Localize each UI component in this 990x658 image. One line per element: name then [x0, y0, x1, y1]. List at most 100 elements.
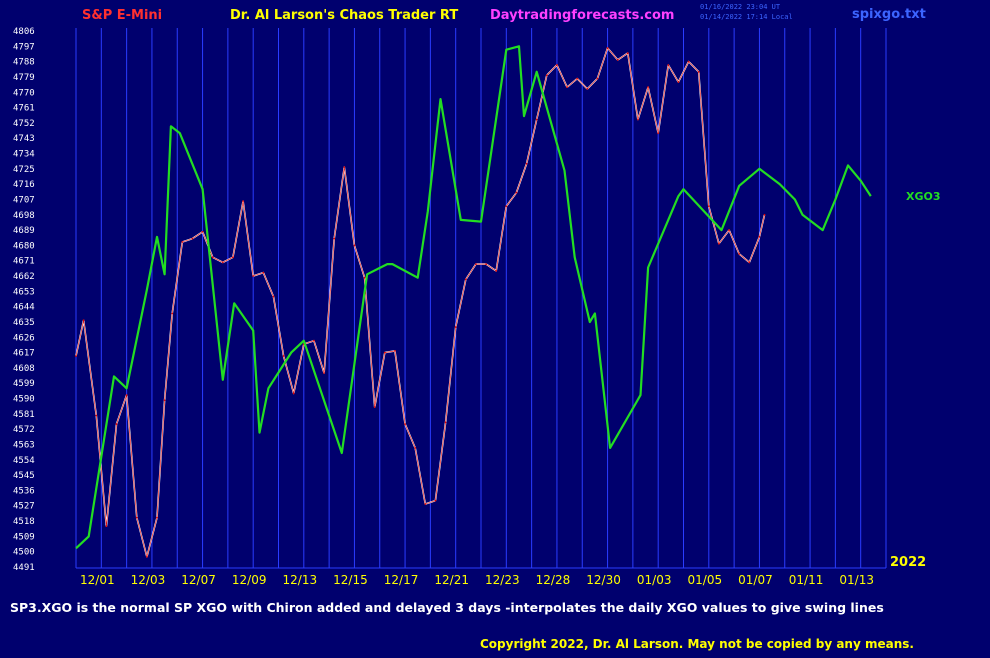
price-point [171, 312, 174, 315]
y-tick-label: 4581 [13, 410, 35, 420]
price-point [414, 446, 417, 449]
price-point [201, 230, 204, 233]
price-line-accent [75, 47, 765, 558]
price-point [262, 271, 265, 274]
y-tick-label: 4806 [13, 27, 35, 37]
price-point [454, 326, 457, 328]
x-tick-label: 12/30 [586, 573, 621, 587]
price-point [282, 355, 285, 357]
price-point [434, 499, 437, 502]
x-tick-label: 12/01 [80, 573, 115, 587]
price-point [495, 270, 498, 272]
x-tick-label: 12/17 [384, 573, 419, 587]
y-tick-label: 4617 [13, 349, 35, 359]
x-tick-label: 01/07 [738, 573, 773, 587]
price-point [626, 52, 629, 55]
price-point [697, 70, 700, 73]
price-point [343, 166, 346, 169]
price-point [272, 295, 275, 298]
y-tick-label: 4779 [13, 73, 35, 83]
price-point [323, 372, 325, 374]
price-point [763, 213, 766, 216]
price-point [383, 351, 386, 354]
y-tick-label: 4734 [13, 150, 35, 160]
y-tick-label: 4554 [13, 456, 35, 466]
price-point [95, 414, 98, 417]
y-tick-label: 4518 [13, 517, 35, 527]
price-point [211, 256, 214, 259]
x-tick-label: 12/23 [485, 573, 520, 587]
price-point [667, 64, 670, 66]
price-point [748, 261, 751, 264]
x-tick-label: 12/21 [434, 573, 469, 587]
price-point [515, 191, 518, 194]
price-point [105, 525, 108, 528]
x-tick-label: 12/15 [333, 573, 368, 587]
y-tick-label: 4752 [13, 119, 35, 129]
price-point [464, 278, 467, 281]
y-tick-label: 4590 [13, 395, 35, 405]
footer-description: SP3.XGO is the normal SP XGO with Chiron… [10, 600, 884, 615]
price-point [687, 60, 690, 63]
price-point [545, 74, 548, 77]
timestamp-ut: 01/16/2022 23:04 UT [700, 3, 781, 11]
price-point [353, 244, 356, 247]
price-point [404, 423, 406, 425]
x-axis: 12/01 12/03 12/07 12/09 12/13 12/15 12/17 12/21… [80, 573, 874, 587]
price-point [505, 205, 508, 208]
price-point [242, 200, 244, 203]
y-tick-label: 4788 [13, 58, 35, 68]
price-point [475, 263, 477, 266]
timestamp-local: 01/14/2022 17:14 Local [700, 13, 793, 21]
y-tick-label: 4743 [13, 134, 35, 144]
price-point [586, 87, 589, 90]
y-tick-label: 4500 [13, 548, 35, 558]
price-point [596, 77, 599, 80]
y-tick-label: 4689 [13, 226, 35, 236]
price-point [156, 516, 158, 519]
series-layer [75, 45, 872, 558]
y-tick-label: 4563 [13, 440, 35, 450]
y-tick-label: 4635 [13, 318, 35, 328]
price-point [145, 555, 148, 558]
y-tick-label: 4545 [13, 471, 35, 481]
x-tick-label: 01/03 [637, 573, 672, 587]
price-point [657, 132, 660, 134]
filename-label: spixgo.txt [852, 7, 926, 22]
price-point [135, 516, 138, 519]
x-tick-label: 01/13 [839, 573, 874, 587]
price-point [707, 205, 710, 208]
year-label: 2022 [890, 555, 926, 570]
price-point [373, 406, 376, 408]
price-point [576, 77, 579, 80]
x-tick-label: 12/07 [181, 573, 216, 587]
symbol-title: S&P E-Mini [82, 8, 162, 23]
x-tick-label: 01/11 [789, 573, 824, 587]
price-point [637, 118, 639, 121]
y-tick-label: 4626 [13, 333, 35, 343]
y-tick-label: 4761 [13, 104, 35, 114]
price-point [525, 162, 528, 165]
price-point [485, 263, 487, 266]
price-point [616, 59, 619, 61]
price-point [125, 394, 128, 397]
xgo3-line [75, 45, 872, 550]
y-tick-label: 4644 [13, 303, 35, 313]
y-axis: 4806 4797 4788 4779 4770 4761 4752 4743 4734 4725… [13, 27, 35, 573]
price-point [566, 86, 568, 89]
y-tick-label: 4653 [13, 287, 35, 297]
website-link[interactable]: Daytradingforecasts.com [490, 8, 674, 23]
y-tick-label: 4572 [13, 425, 35, 435]
y-tick-label: 4680 [13, 241, 35, 251]
y-tick-label: 4725 [13, 165, 35, 175]
price-point [333, 237, 336, 240]
price-point [363, 276, 366, 279]
price-point [82, 319, 85, 322]
price-point [728, 229, 730, 231]
price-point [556, 64, 558, 66]
price-point [191, 237, 194, 240]
y-tick-label: 4671 [13, 257, 35, 267]
x-tick-label: 12/09 [232, 573, 267, 587]
series-label-xgo3: XGO3 [906, 190, 941, 203]
y-tick-label: 4662 [13, 272, 35, 282]
